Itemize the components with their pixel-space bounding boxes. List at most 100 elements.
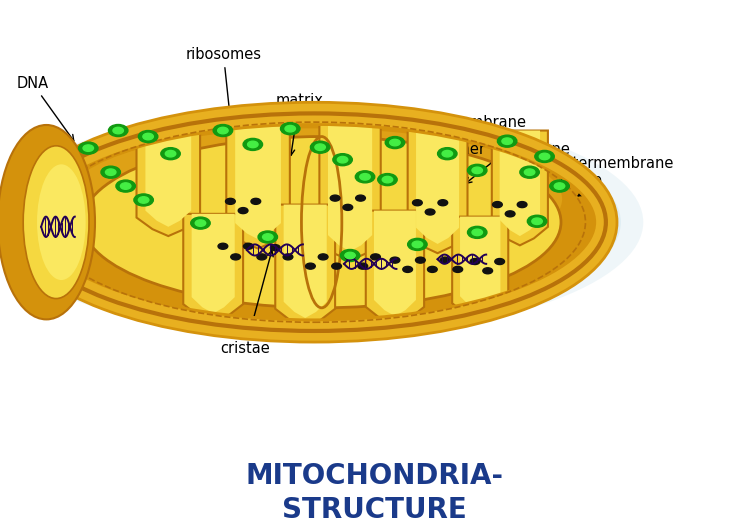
Circle shape	[138, 197, 149, 203]
Circle shape	[438, 200, 447, 206]
Circle shape	[257, 254, 267, 260]
Circle shape	[412, 241, 423, 248]
Polygon shape	[183, 214, 243, 322]
Polygon shape	[460, 217, 500, 312]
Ellipse shape	[22, 114, 606, 331]
Circle shape	[472, 229, 482, 236]
Polygon shape	[416, 125, 459, 244]
Circle shape	[468, 164, 487, 176]
Polygon shape	[319, 122, 381, 260]
Circle shape	[337, 156, 348, 163]
Circle shape	[402, 266, 413, 272]
Circle shape	[310, 141, 330, 153]
Polygon shape	[145, 125, 191, 227]
Circle shape	[506, 211, 515, 217]
Ellipse shape	[30, 124, 598, 321]
Circle shape	[165, 150, 176, 157]
Circle shape	[390, 139, 400, 146]
Circle shape	[138, 130, 158, 143]
Circle shape	[218, 243, 227, 249]
Polygon shape	[328, 122, 373, 251]
Circle shape	[333, 154, 352, 166]
Text: STRUCTURE: STRUCTURE	[282, 496, 466, 524]
Circle shape	[258, 231, 278, 243]
Text: outer membrane: outer membrane	[402, 115, 527, 189]
Circle shape	[520, 166, 539, 178]
Circle shape	[427, 266, 437, 272]
Ellipse shape	[66, 128, 562, 270]
Circle shape	[248, 141, 258, 148]
Circle shape	[468, 226, 487, 238]
Circle shape	[113, 127, 123, 134]
Circle shape	[340, 249, 360, 261]
Circle shape	[385, 137, 405, 148]
Circle shape	[345, 254, 355, 260]
Ellipse shape	[0, 125, 95, 319]
Text: intermembrane
space: intermembrane space	[560, 156, 674, 196]
Circle shape	[330, 195, 340, 201]
Circle shape	[263, 234, 273, 240]
Circle shape	[345, 252, 355, 259]
Polygon shape	[283, 205, 327, 318]
Circle shape	[502, 138, 512, 145]
Circle shape	[120, 183, 131, 189]
Circle shape	[251, 198, 261, 205]
Circle shape	[225, 198, 235, 205]
Circle shape	[416, 257, 425, 263]
Circle shape	[382, 176, 393, 183]
Circle shape	[101, 166, 120, 178]
Polygon shape	[275, 205, 335, 327]
Circle shape	[116, 180, 135, 192]
Text: DNA: DNA	[16, 76, 74, 141]
Polygon shape	[408, 125, 468, 253]
Circle shape	[331, 263, 341, 269]
Circle shape	[243, 138, 263, 150]
Circle shape	[453, 266, 462, 272]
Circle shape	[524, 169, 535, 176]
Circle shape	[305, 263, 315, 269]
Circle shape	[283, 254, 293, 260]
Ellipse shape	[37, 164, 86, 280]
Ellipse shape	[7, 116, 621, 328]
Circle shape	[83, 145, 94, 151]
Circle shape	[285, 125, 295, 132]
Circle shape	[378, 174, 397, 186]
Circle shape	[539, 153, 550, 160]
Polygon shape	[226, 123, 289, 249]
Circle shape	[271, 245, 280, 251]
Polygon shape	[492, 130, 548, 245]
Ellipse shape	[82, 137, 561, 308]
Circle shape	[238, 208, 248, 214]
Circle shape	[195, 220, 206, 226]
Circle shape	[213, 125, 233, 137]
Circle shape	[527, 215, 547, 227]
Polygon shape	[136, 125, 200, 236]
Polygon shape	[366, 210, 424, 326]
Circle shape	[161, 148, 180, 160]
Circle shape	[470, 258, 480, 265]
Circle shape	[483, 268, 492, 274]
Circle shape	[517, 201, 527, 208]
Circle shape	[390, 257, 399, 263]
Circle shape	[358, 263, 368, 269]
Polygon shape	[235, 123, 281, 239]
Circle shape	[343, 205, 353, 210]
Circle shape	[425, 209, 435, 215]
Text: ribosomes: ribosomes	[186, 47, 262, 115]
Circle shape	[218, 127, 228, 134]
Circle shape	[244, 243, 253, 249]
Circle shape	[315, 144, 325, 150]
Circle shape	[360, 174, 370, 180]
Circle shape	[79, 142, 98, 154]
Circle shape	[134, 194, 153, 206]
Circle shape	[532, 218, 542, 225]
Circle shape	[280, 123, 300, 135]
Circle shape	[554, 183, 565, 189]
Circle shape	[355, 195, 365, 201]
Circle shape	[412, 200, 422, 206]
Circle shape	[492, 201, 503, 208]
Circle shape	[191, 217, 210, 229]
Circle shape	[438, 148, 457, 160]
Circle shape	[497, 135, 517, 147]
Circle shape	[105, 169, 116, 176]
